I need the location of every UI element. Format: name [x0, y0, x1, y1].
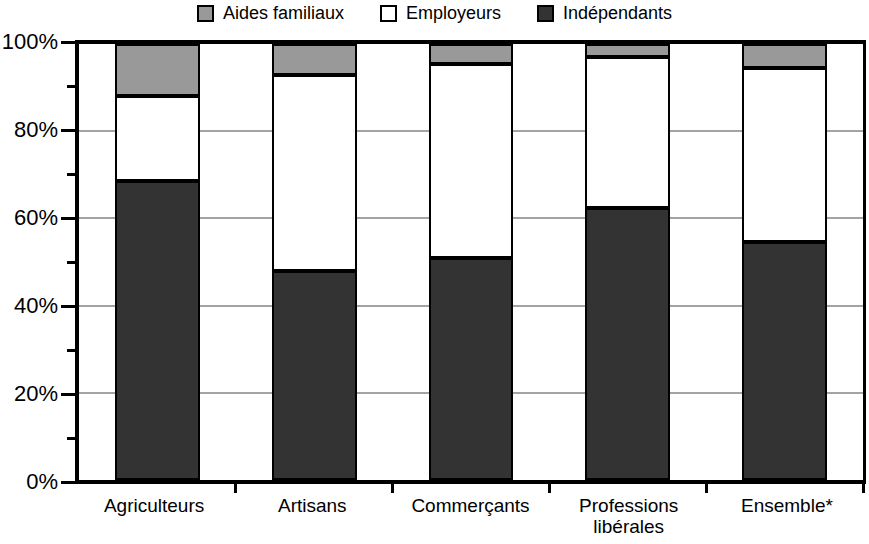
bar-3 [585, 44, 670, 480]
category-cell [393, 44, 550, 480]
y-major-tick [61, 129, 75, 132]
segment-ind-pendants [429, 258, 514, 480]
y-minor-tick [67, 437, 75, 440]
legend-item: Aides familiaux [197, 2, 344, 24]
legend-item: Indépendants [537, 2, 672, 24]
legend-label: Aides familiaux [223, 2, 344, 24]
legend-swatch-icon [197, 5, 214, 22]
bar-4 [742, 44, 827, 480]
segment-employeurs [272, 75, 357, 271]
bar-2 [429, 44, 514, 480]
segment-employeurs [429, 64, 514, 258]
legend-swatch-icon [537, 5, 554, 22]
y-major-tick [61, 41, 75, 44]
y-tick-label: 20% [0, 381, 58, 407]
y-tick-label: 100% [0, 29, 58, 55]
segment-ind-pendants [272, 271, 357, 480]
y-major-tick [61, 393, 75, 396]
legend-swatch-icon [380, 5, 397, 22]
segment-aides-familiaux [585, 44, 670, 57]
y-tick-label: 40% [0, 293, 58, 319]
category-cell [79, 44, 236, 480]
y-minor-tick [67, 349, 75, 352]
segment-employeurs [742, 68, 827, 242]
legend-item: Employeurs [380, 2, 501, 24]
x-category-label: Commerçants [391, 495, 549, 537]
segment-aides-familiaux [429, 44, 514, 64]
y-minor-tick [67, 85, 75, 88]
segment-aides-familiaux [742, 44, 827, 68]
legend-label: Employeurs [406, 2, 501, 24]
category-cell [549, 44, 706, 480]
segment-employeurs [585, 57, 670, 207]
x-tick [234, 484, 237, 493]
segment-aides-familiaux [272, 44, 357, 75]
x-tick [548, 484, 551, 493]
x-category-label: Ensemble* [708, 495, 866, 537]
y-tick-label: 60% [0, 205, 58, 231]
bars [79, 44, 863, 480]
x-labels: AgriculteursArtisansCommerçantsProfessio… [75, 495, 866, 537]
x-tick [705, 484, 708, 493]
category-cell [706, 44, 863, 480]
bar-0 [115, 44, 200, 480]
bar-1 [272, 44, 357, 480]
stacked-bar-chart: Aides familiaux Employeurs Indépendants 0%… [0, 0, 869, 544]
segment-aides-familiaux [115, 44, 200, 96]
legend-label: Indépendants [563, 2, 672, 24]
plot-area [75, 40, 866, 484]
segment-ind-pendants [585, 208, 670, 481]
x-category-label: Agriculteurs [75, 495, 233, 537]
x-tick [862, 484, 865, 493]
y-minor-tick [67, 261, 75, 264]
segment-ind-pendants [115, 181, 200, 480]
segment-employeurs [115, 96, 200, 181]
y-major-tick [61, 305, 75, 308]
x-category-label: Artisans [233, 495, 391, 537]
x-category-label: Professions libérales [550, 495, 708, 537]
y-major-tick [61, 217, 75, 220]
y-minor-tick [67, 173, 75, 176]
y-tick-label: 80% [0, 117, 58, 143]
x-tick [391, 484, 394, 493]
segment-ind-pendants [742, 242, 827, 480]
y-tick-label: 0% [0, 469, 58, 495]
legend: Aides familiaux Employeurs Indépendants [0, 2, 869, 24]
category-cell [236, 44, 393, 480]
y-major-tick [61, 481, 75, 484]
